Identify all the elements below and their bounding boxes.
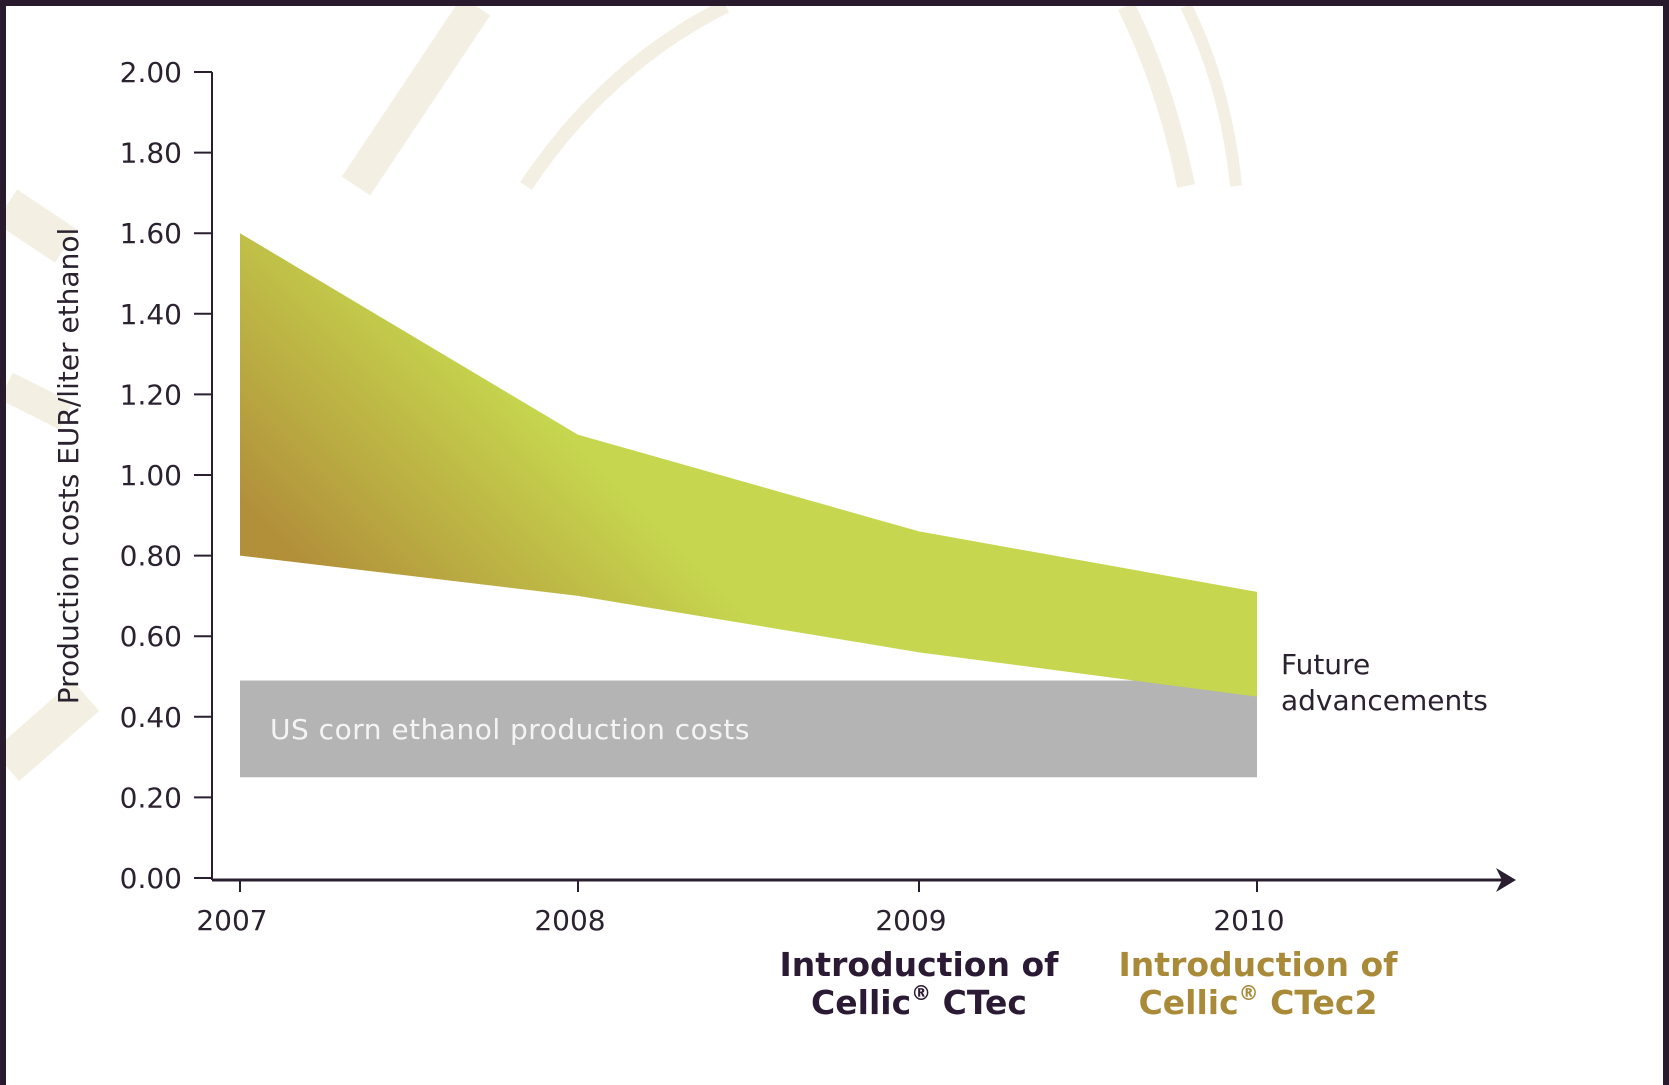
future-advancements-label: Future <box>1281 648 1370 681</box>
y-tick-label: 1.40 <box>120 298 182 331</box>
future-advancements-label: advancements <box>1281 684 1488 717</box>
y-tick-label: 0.40 <box>120 701 182 734</box>
y-tick-label: 0.60 <box>120 620 182 653</box>
background-decoration <box>6 6 1242 782</box>
x-tick-label: 2010 <box>1213 904 1284 937</box>
x-tick-label: 2008 <box>534 904 605 937</box>
cost-chart: Production costs EUR/liter ethanol US co… <box>6 6 1516 1022</box>
ctec-introduction-line2: Cellic® CTec <box>811 981 1027 1022</box>
us-corn-ethanol-band <box>240 680 1257 778</box>
y-tick-label: 1.20 <box>120 378 182 411</box>
ctec-introduction-line1: Introduction of <box>780 945 1060 984</box>
us-corn-ethanol-label: US corn ethanol production costs <box>270 713 750 746</box>
y-tick-label: 0.80 <box>120 540 182 573</box>
x-tick-label: 2007 <box>196 904 267 937</box>
y-tick-label: 1.80 <box>120 137 182 170</box>
y-tick-label: 2.00 <box>120 56 182 89</box>
cost-band-area <box>240 233 1257 697</box>
y-tick-label: 1.60 <box>120 217 182 250</box>
y-tick-label: 0.20 <box>120 781 182 814</box>
chart-frame: Production costs EUR/liter ethanol US co… <box>6 6 1663 1085</box>
x-axis-arrow-icon <box>1496 868 1516 892</box>
y-tick-label: 0.00 <box>120 862 182 895</box>
y-axis-label: Production costs EUR/liter ethanol <box>52 228 85 704</box>
ctec2-introduction-line2: Cellic® CTec2 <box>1139 981 1378 1022</box>
x-tick-label: 2009 <box>875 904 946 937</box>
ctec2-introduction-line1: Introduction of <box>1119 945 1399 984</box>
y-tick-label: 1.00 <box>120 459 182 492</box>
